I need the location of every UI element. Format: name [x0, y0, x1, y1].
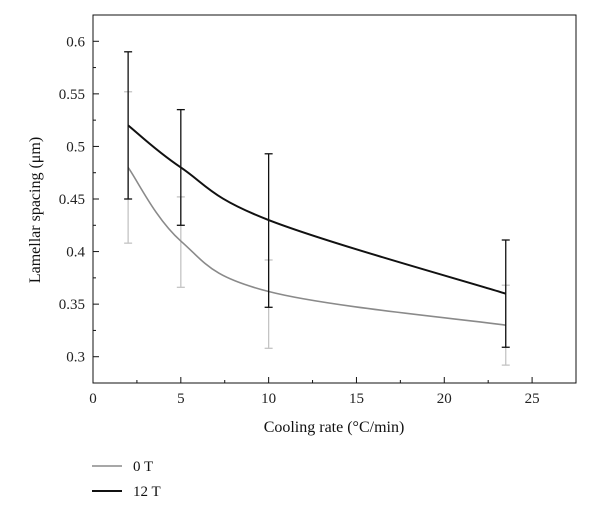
series-line-0t	[127, 166, 506, 326]
x-axis-title: Cooling rate (°C/min)	[264, 419, 405, 436]
x-tick-label: 10	[261, 391, 276, 407]
y-tick-label: 0.45	[59, 192, 85, 208]
legend-label-0t: 0 T	[133, 459, 153, 475]
plot-frame	[92, 14, 577, 384]
x-tick-label: 25	[525, 391, 540, 407]
y-tick-label: 0.35	[59, 297, 85, 313]
y-tick-label: 0.6	[66, 34, 85, 50]
y-axis-title: Lamellar spacing (μm)	[27, 137, 44, 283]
legend: 0 T 12 T	[92, 459, 161, 500]
x-tick-label: 15	[349, 391, 364, 407]
x-tick-label: 5	[177, 391, 185, 407]
y-tick-label: 0.4	[66, 245, 85, 261]
y-tick-label: 0.55	[59, 87, 85, 103]
legend-label-12t: 12 T	[133, 484, 161, 500]
y-tick-label: 0.3	[66, 350, 85, 366]
x-tick-label: 20	[437, 391, 452, 407]
y-tick-label: 0.5	[66, 139, 85, 155]
series-line-12t	[127, 124, 507, 295]
x-tick-label: 0	[89, 391, 97, 407]
